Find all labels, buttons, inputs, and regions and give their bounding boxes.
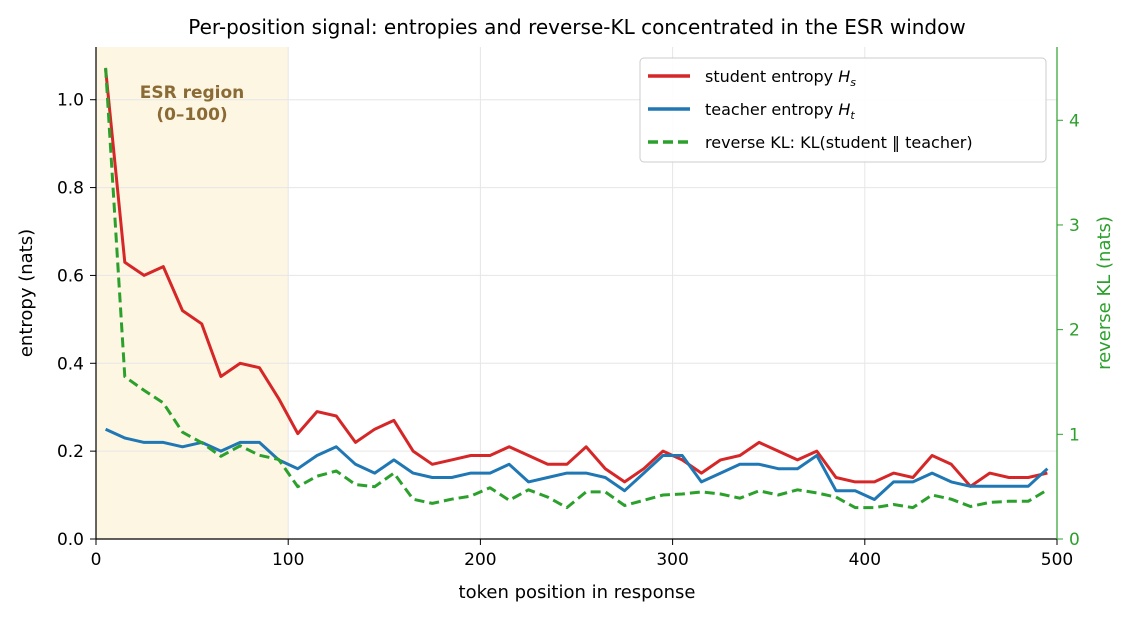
x-tick-label: 400 (849, 550, 881, 570)
x-tick-label: 0 (91, 550, 102, 570)
legend-label-student-symbol: H (838, 67, 850, 86)
x-axis-label: token position in response (459, 582, 696, 603)
legend-label-teacher-name: teacher entropy (705, 100, 833, 119)
legend-label-teacher: teacher entropy Ht (705, 100, 855, 122)
y-right-tick-label: 4 (1069, 111, 1080, 131)
y-right-tick-label: 0 (1069, 530, 1080, 550)
ticks: 0 100 200 300 400 500 0.0 0.2 0.4 0.6 0.8 1.0 0 1 2 3 4 (57, 91, 1080, 570)
legend-label-teacher-symbol: H (838, 100, 850, 119)
y-tick-label: 1.0 (57, 91, 84, 111)
series-line-2 (104, 67, 1049, 510)
y-tick-label: 0.6 (57, 266, 84, 286)
x-tick-label: 300 (656, 550, 688, 570)
legend-label-reverse-kl: reverse KL: KL(student ‖ teacher) (705, 133, 973, 152)
esr-label-line1: ESR region (140, 83, 245, 103)
esr-shaded-region (96, 47, 289, 539)
legend-label-teacher-sub: t (850, 109, 855, 122)
x-tick-label: 100 (272, 550, 304, 570)
x-tick-label: 200 (464, 550, 496, 570)
y-tick-label: 0.2 (57, 442, 84, 462)
series-layer (104, 67, 1049, 510)
axes (95, 47, 1058, 540)
y-right-tick-label: 3 (1069, 216, 1080, 236)
y-tick-label: 0.0 (57, 530, 84, 550)
y-axis-label: entropy (nats) (16, 229, 37, 357)
series-line-0 (104, 68, 1048, 488)
x-tick-label: 500 (1041, 550, 1073, 570)
y-right-tick-label: 2 (1069, 321, 1080, 341)
legend-label-student: student entropy Hs (705, 67, 856, 89)
esr-label-line2: (0–100) (156, 105, 227, 125)
legend-frame (639, 57, 1047, 163)
y-tick-label: 0.8 (57, 179, 84, 199)
legend-label-student-sub: s (850, 76, 856, 89)
y-right-tick-label: 1 (1069, 425, 1080, 445)
series-line-1 (104, 427, 1049, 501)
chart-title: Per-position signal: entropies and rever… (188, 15, 965, 39)
legend-label-student-name: student entropy (705, 67, 833, 86)
legend: student entropy Hs teacher entropy Ht re… (639, 57, 1047, 163)
y-tick-label: 0.4 (57, 354, 84, 374)
y-axis-right-label: reverse KL (nats) (1094, 216, 1115, 370)
